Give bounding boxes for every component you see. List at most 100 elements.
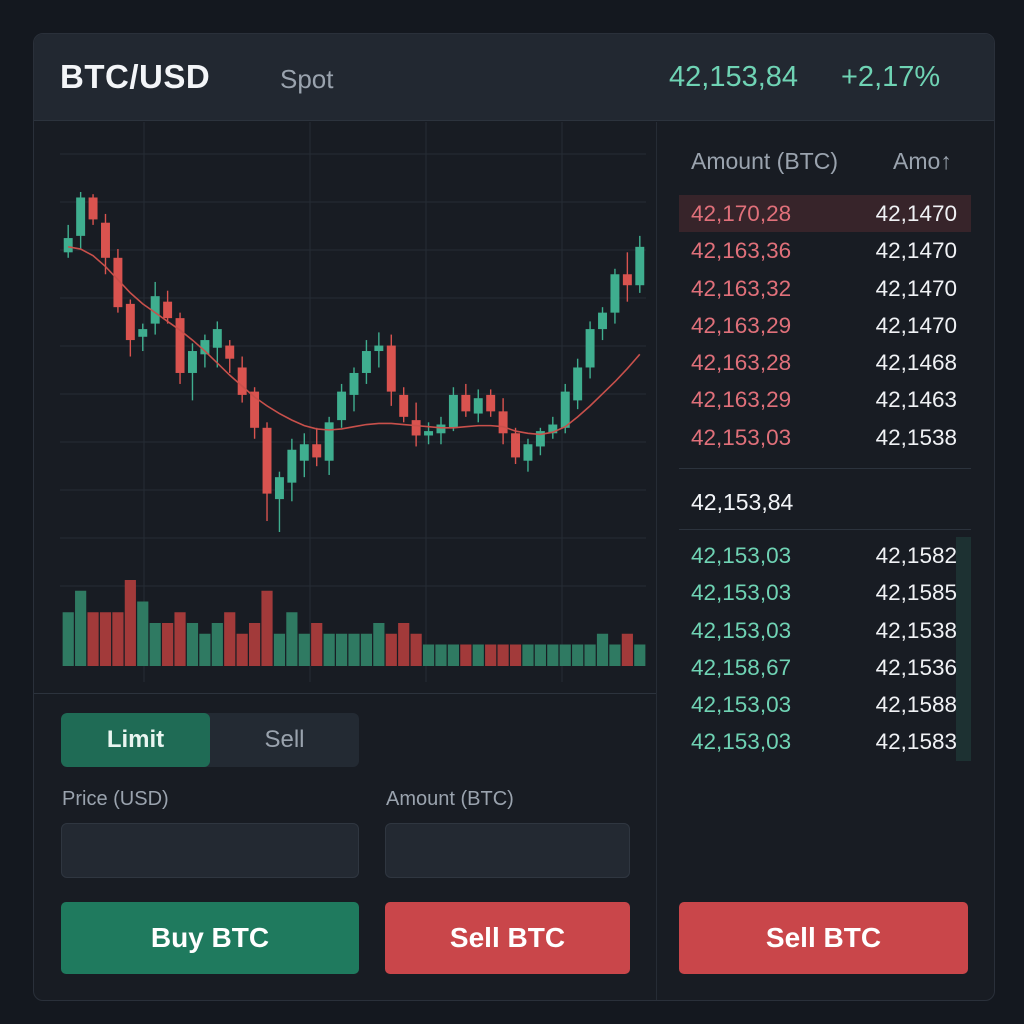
ask-row[interactable]: 42,163,28 42,1468 [679, 344, 971, 381]
order-amount: 42,1470 [875, 275, 957, 301]
volume-bar [385, 633, 397, 666]
candlestick-chart[interactable] [34, 122, 656, 694]
volume-bar [224, 612, 236, 666]
candle-body [299, 444, 309, 461]
candle-body [610, 274, 620, 313]
volume-bar [348, 633, 360, 666]
amount-input[interactable] [385, 823, 630, 878]
market-type-label[interactable]: Spot [280, 64, 334, 94]
candle-body [113, 257, 123, 308]
chart-canvas[interactable] [34, 122, 656, 694]
candle-body [150, 296, 160, 324]
order-price: 42,158,67 [691, 654, 792, 680]
volume-bar [311, 623, 323, 666]
buy-btc-button[interactable]: Buy BTC [61, 902, 359, 974]
volume-bar [112, 612, 124, 666]
volume-bar [137, 601, 149, 666]
candle-body [250, 391, 260, 428]
volume-bar [621, 633, 633, 666]
ask-row[interactable]: 42,163,36 42,1470 [679, 232, 971, 269]
bid-row[interactable]: 42,153,03 42,1583 [679, 723, 971, 761]
bid-row[interactable]: 42,153,03 42,1582 [679, 537, 971, 575]
order-amount: 42,1538 [875, 424, 957, 450]
order-price: 42,153,03 [691, 729, 792, 755]
candle-body [76, 197, 86, 236]
tab-limit[interactable]: Limit [61, 713, 210, 767]
candle-body [163, 301, 173, 319]
bid-row[interactable]: 42,158,67 42,1536 [679, 648, 971, 687]
candle-body [175, 318, 185, 373]
orderbook-bids: 42,153,03 42,1582 42,153,03 42,1585 42,153,0… [679, 537, 971, 761]
order-price: 42,163,28 [691, 350, 792, 376]
volume-bar [497, 644, 509, 666]
order-price: 42,153,03 [691, 692, 792, 718]
order-price: 42,163,36 [691, 238, 792, 264]
orderbook-header-amount: Amo↑ [893, 148, 952, 174]
volume-bar [87, 612, 99, 666]
candle-body [511, 433, 521, 458]
candle-body [635, 246, 645, 286]
ask-row[interactable]: 42,163,29 42,1463 [679, 381, 971, 418]
order-amount: 42,1536 [875, 654, 957, 680]
volume-bar [596, 633, 609, 666]
volume-bar [435, 644, 447, 666]
candle-body [324, 422, 334, 461]
volume-bar [609, 644, 621, 666]
candle-body [523, 444, 533, 461]
volume-bar [422, 644, 435, 666]
order-price: 42,170,28 [691, 201, 792, 226]
candle-body [535, 431, 545, 447]
order-price: 42,153,03 [691, 543, 792, 568]
candle-body [361, 351, 371, 373]
last-price: 42,153,84 [669, 61, 799, 93]
bid-row[interactable]: 42,153,03 42,1585 [679, 574, 971, 612]
ask-row[interactable]: 42,170,28 42,1470 [679, 195, 971, 233]
volume-bar [472, 644, 484, 666]
ask-row[interactable]: 42,163,32 42,1470 [679, 270, 971, 307]
volume-bar [162, 623, 174, 666]
volume-bar [186, 623, 199, 666]
depth-bar [956, 611, 971, 649]
ask-row[interactable]: 42,153,03 42,1538 [679, 419, 971, 456]
candle-body [237, 367, 247, 395]
candle-body [473, 398, 483, 414]
panel-divider [656, 122, 657, 1000]
volume-bar [75, 590, 87, 666]
volume-bar [534, 644, 546, 666]
order-price: 42,163,29 [691, 312, 792, 338]
volume-bar [634, 644, 646, 666]
moving-average-line [68, 246, 641, 436]
volume-bar [447, 644, 459, 666]
order-amount: 42,1463 [875, 387, 957, 413]
price-input[interactable] [61, 823, 359, 878]
candle-body [337, 391, 347, 421]
sell-btc-button-orderbook[interactable]: Sell BTC [679, 902, 968, 974]
bid-row[interactable]: 42,153,03 42,1538 [679, 611, 971, 649]
volume-bar [572, 644, 584, 666]
candle-body [424, 431, 434, 436]
candle-body [598, 312, 607, 330]
depth-bar [956, 723, 971, 761]
order-amount: 42,1583 [875, 729, 957, 755]
bid-row[interactable]: 42,153,03 42,1588 [679, 686, 971, 724]
candle-body [411, 420, 421, 436]
tab-sell[interactable]: Sell [264, 726, 305, 753]
candle-body [125, 303, 135, 341]
trading-panel: BTC/USD Spot 42,153,84 +2,17% Amount (BT… [33, 33, 995, 1001]
volume-bar [335, 633, 348, 666]
price-change-percent: +2,17% [841, 61, 941, 93]
order-amount: 42,1468 [875, 350, 957, 376]
volume-bar [211, 623, 223, 666]
candle-body [274, 477, 284, 500]
order-amount: 42,1470 [875, 238, 957, 264]
candle-body [386, 345, 396, 392]
depth-bar [956, 686, 971, 724]
volume-bar [559, 644, 571, 666]
order-price: 42,153,03 [691, 617, 792, 643]
ask-row[interactable]: 42,163,29 42,1470 [679, 307, 971, 344]
sell-btc-button[interactable]: Sell BTC [385, 902, 630, 974]
orderbook-mid-price: 42,153,84 [691, 489, 794, 515]
trading-pair-title[interactable]: BTC/USD [60, 58, 211, 95]
order-amount: 42,1582 [875, 543, 957, 568]
candle-body [187, 351, 197, 373]
